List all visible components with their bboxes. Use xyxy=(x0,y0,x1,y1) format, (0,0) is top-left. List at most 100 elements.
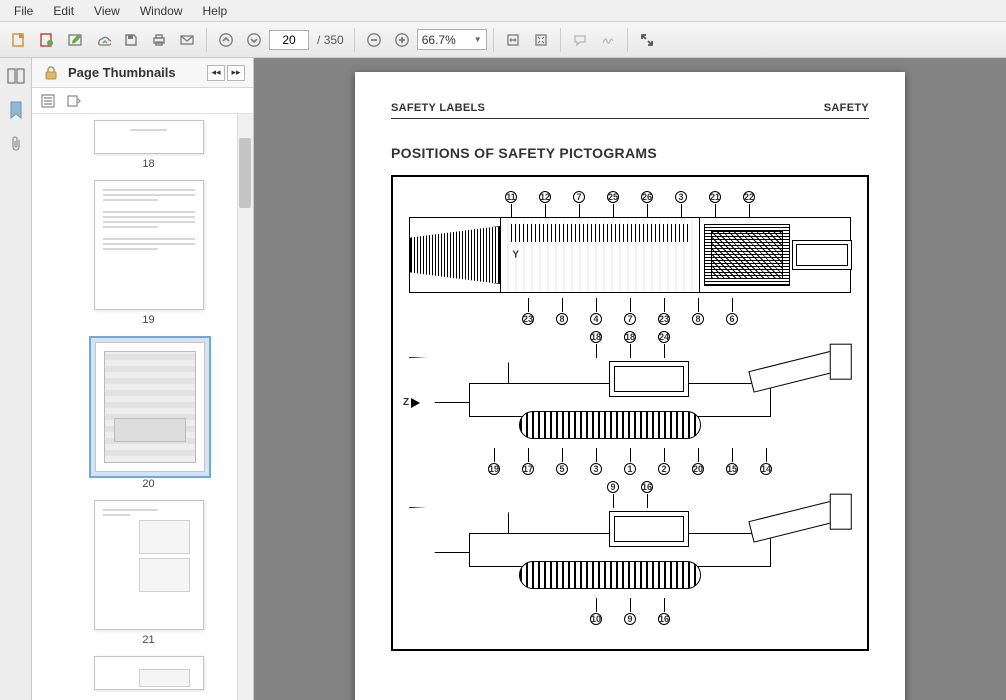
menu-view[interactable]: View xyxy=(84,2,130,20)
menu-file[interactable]: File xyxy=(4,2,43,20)
page-number-input[interactable] xyxy=(269,30,309,50)
figure-frame: 11127252632122 Y 238472386 181824 Z xyxy=(391,175,869,651)
fit-page-icon[interactable] xyxy=(528,27,554,53)
y-marker: Y xyxy=(512,250,519,261)
callout-bubble: 9 xyxy=(607,481,619,493)
thumbnail-list[interactable]: 18 19 20 21 xyxy=(32,114,253,700)
z-marker: Z xyxy=(403,397,420,408)
page-count-label: / 350 xyxy=(317,33,344,47)
thumb-next-icon[interactable]: ▸▸ xyxy=(227,65,245,81)
callout-bubble: 22 xyxy=(743,191,755,203)
email-icon[interactable] xyxy=(174,27,200,53)
left-rail xyxy=(0,58,32,700)
save-icon[interactable] xyxy=(118,27,144,53)
callout-bubble: 7 xyxy=(573,191,585,203)
callout-bubble: 18 xyxy=(624,331,636,343)
thumbnail-page-number: 21 xyxy=(89,634,209,646)
toolbar-separator xyxy=(627,28,628,52)
thumbnail-panel: Page Thumbnails ◂◂ ▸▸ 18 19 xyxy=(32,58,254,700)
callout-bubble: 5 xyxy=(556,463,568,475)
thumbnails-panel-icon[interactable] xyxy=(4,64,28,88)
callout-bubble: 7 xyxy=(624,313,636,325)
export-pdf-icon[interactable] xyxy=(34,27,60,53)
bookmark-icon[interactable] xyxy=(4,98,28,122)
header-left: SAFETY LABELS xyxy=(391,102,485,114)
callout-bubble: 23 xyxy=(658,313,670,325)
menubar: File Edit View Window Help xyxy=(0,0,1006,22)
thumbnail-item[interactable]: 21 xyxy=(89,500,209,646)
callout-bubble: 15 xyxy=(726,463,738,475)
section-title: POSITIONS OF SAFETY PICTOGRAMS xyxy=(391,145,869,161)
menu-edit[interactable]: Edit xyxy=(43,2,84,20)
callout-bubble: 10 xyxy=(590,613,602,625)
page-header: SAFETY LABELS SAFETY xyxy=(391,102,869,119)
thumbnail-item-selected[interactable]: 20 xyxy=(89,336,209,490)
chevron-down-icon: ▼ xyxy=(474,35,482,44)
callout-bubble: 4 xyxy=(590,313,602,325)
callout-bubble: 16 xyxy=(658,613,670,625)
callout-bubble: 26 xyxy=(641,191,653,203)
main-area: Page Thumbnails ◂◂ ▸▸ 18 19 xyxy=(0,58,1006,700)
zoom-out-icon[interactable] xyxy=(361,27,387,53)
header-right: SAFETY xyxy=(824,102,869,114)
callout-bubble: 6 xyxy=(726,313,738,325)
callout-bubble: 16 xyxy=(641,481,653,493)
callout-bubble: 21 xyxy=(709,191,721,203)
thumbnail-toolbar xyxy=(32,88,253,114)
callout-bubble: 2 xyxy=(658,463,670,475)
zoom-in-icon[interactable] xyxy=(389,27,415,53)
drawing-side-view-2: 916 10916 xyxy=(405,491,855,611)
toolbar-separator xyxy=(206,28,207,52)
comment-icon[interactable] xyxy=(567,27,593,53)
page-up-icon[interactable] xyxy=(213,27,239,53)
callout-bubble: 3 xyxy=(675,191,687,203)
thumbnail-item[interactable]: 19 xyxy=(89,180,209,326)
drawing-top-view: 11127252632122 Y 238472386 xyxy=(405,201,855,311)
drawing-side-view-1: 181824 Z 19175312201514 xyxy=(405,341,855,461)
toolbar-separator xyxy=(560,28,561,52)
lock-icon xyxy=(40,62,62,84)
callout-bubble: 12 xyxy=(539,191,551,203)
callout-bubble: 8 xyxy=(556,313,568,325)
cloud-upload-icon[interactable] xyxy=(90,27,116,53)
toolbar-separator xyxy=(493,28,494,52)
document-viewer[interactable]: SAFETY LABELS SAFETY POSITIONS OF SAFETY… xyxy=(254,58,1006,700)
menu-window[interactable]: Window xyxy=(130,2,193,20)
callout-bubble: 1 xyxy=(624,463,636,475)
callout-bubble: 18 xyxy=(590,331,602,343)
thumbnail-title: Page Thumbnails xyxy=(68,65,207,80)
thumbnail-page-number: 20 xyxy=(89,478,209,490)
toolbar-separator xyxy=(354,28,355,52)
attachments-icon[interactable] xyxy=(4,132,28,156)
thumbnail-item[interactable]: 18 xyxy=(89,120,209,170)
page-down-icon[interactable] xyxy=(241,27,267,53)
callout-bubble: 25 xyxy=(607,191,619,203)
callout-bubble: 19 xyxy=(488,463,500,475)
callout-bubble: 11 xyxy=(505,191,517,203)
fullscreen-icon[interactable] xyxy=(634,27,660,53)
create-form-icon[interactable] xyxy=(62,27,88,53)
thumb-prev-icon[interactable]: ◂◂ xyxy=(207,65,225,81)
convert-pdf-icon[interactable] xyxy=(6,27,32,53)
fit-width-icon[interactable] xyxy=(500,27,526,53)
scrollbar-thumb[interactable] xyxy=(239,138,251,208)
thumbnail-page-number: 18 xyxy=(89,158,209,170)
thumb-options-icon[interactable] xyxy=(38,91,58,111)
thumb-menu-icon[interactable] xyxy=(64,91,84,111)
menu-help[interactable]: Help xyxy=(193,2,238,20)
zoom-select[interactable]: 66.7%▼ xyxy=(417,29,487,50)
callout-bubble: 3 xyxy=(590,463,602,475)
callout-bubble: 20 xyxy=(692,463,704,475)
callout-bubble: 23 xyxy=(522,313,534,325)
callout-bubble: 17 xyxy=(522,463,534,475)
callout-bubble: 9 xyxy=(624,613,636,625)
thumbnail-item[interactable] xyxy=(89,656,209,690)
callout-bubble: 8 xyxy=(692,313,704,325)
callout-bubble: 24 xyxy=(658,331,670,343)
print-icon[interactable] xyxy=(146,27,172,53)
callout-bubble: 14 xyxy=(760,463,772,475)
document-page: SAFETY LABELS SAFETY POSITIONS OF SAFETY… xyxy=(355,72,905,700)
thumbnail-header: Page Thumbnails ◂◂ ▸▸ xyxy=(32,58,253,88)
thumbnail-scrollbar[interactable] xyxy=(237,114,253,700)
sign-icon[interactable] xyxy=(595,27,621,53)
